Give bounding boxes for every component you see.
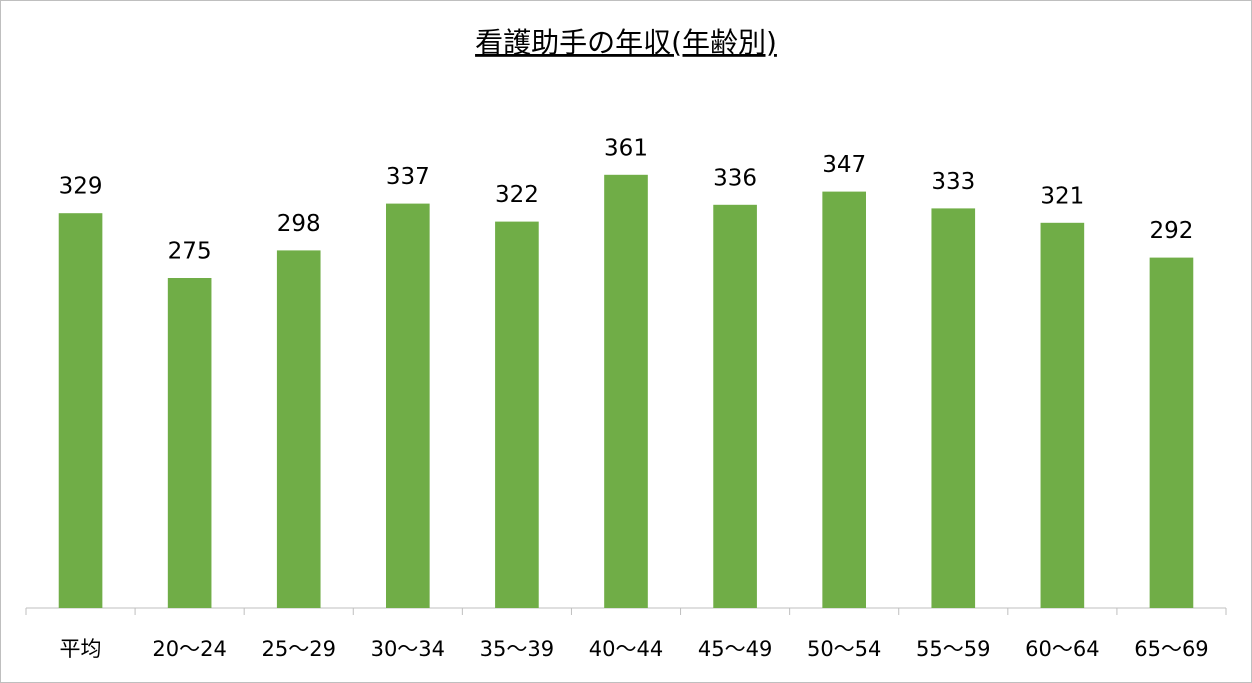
x-tick-label: 20〜24: [152, 637, 226, 661]
bar: [386, 203, 430, 608]
bar: [58, 213, 103, 608]
bar: [822, 191, 866, 608]
x-tick-label: 30〜34: [371, 637, 445, 661]
x-tick-label: 60〜64: [1025, 637, 1099, 661]
bar: [495, 221, 539, 608]
data-label: 329: [59, 174, 103, 200]
data-label: 321: [1040, 183, 1084, 209]
bar: [167, 278, 212, 608]
x-tick-label: 50〜54: [807, 637, 881, 661]
x-tick-label: 平均: [60, 637, 102, 661]
x-tick-label: 25〜29: [262, 637, 336, 661]
x-tick-label: 45〜49: [698, 637, 772, 661]
bar: [713, 204, 757, 609]
bar: [276, 250, 321, 608]
data-label: 322: [495, 182, 539, 208]
data-label: 347: [822, 152, 866, 178]
chart-title: 看護助手の年収(年齢別): [475, 26, 777, 59]
bar: [1040, 222, 1085, 609]
data-label: 298: [277, 211, 321, 237]
x-tick-label: 55〜59: [916, 637, 990, 661]
data-label: 361: [604, 135, 648, 161]
data-label: 336: [713, 165, 757, 191]
x-tick-label: 35〜39: [480, 637, 554, 661]
data-label: 292: [1150, 218, 1194, 244]
data-label: 333: [931, 169, 975, 195]
x-tick-label: 40〜44: [589, 637, 663, 661]
data-label: 275: [168, 239, 212, 265]
bar: [1149, 257, 1194, 608]
bar: [604, 174, 648, 609]
bar: [931, 208, 976, 608]
data-label: 337: [386, 164, 430, 190]
x-tick-label: 65〜69: [1134, 637, 1208, 661]
